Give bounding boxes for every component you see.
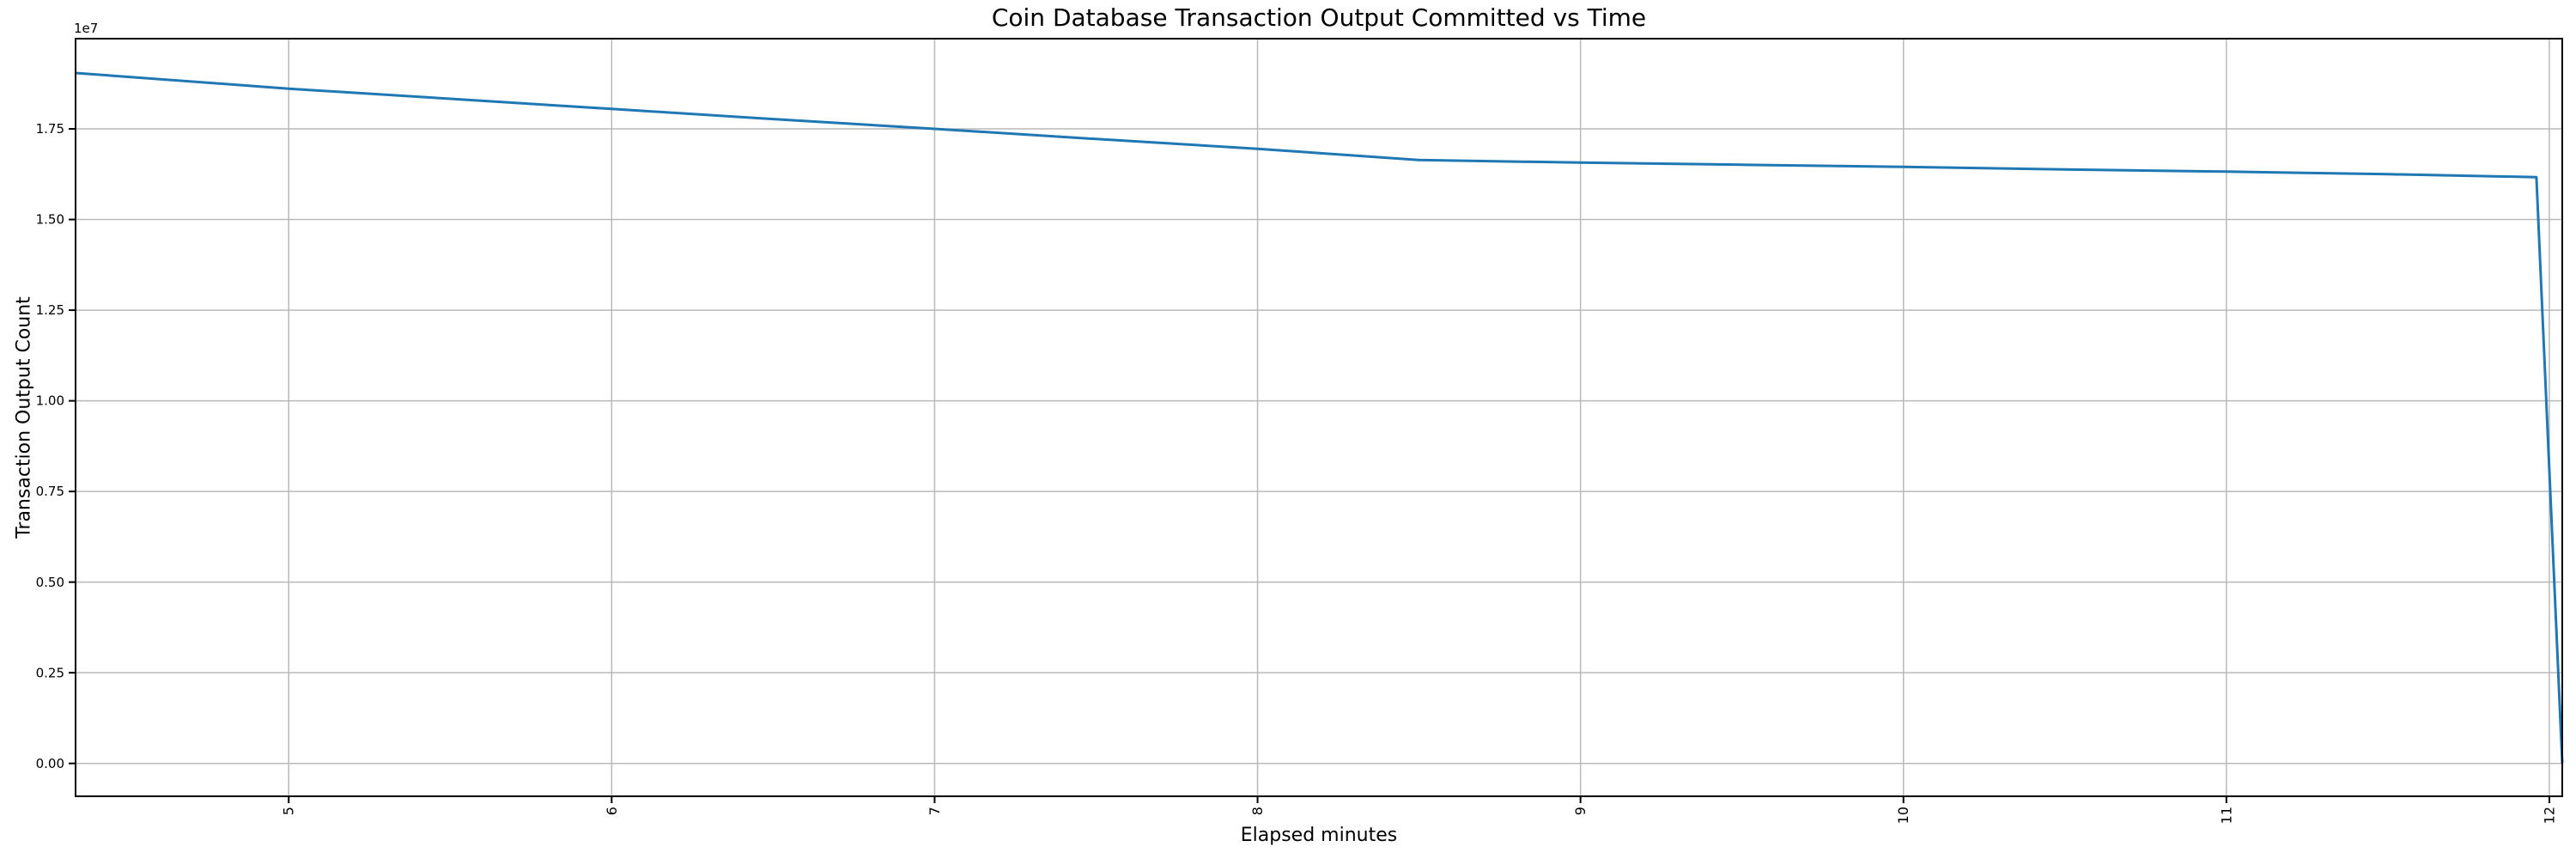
x-axis-label: Elapsed minutes [1240,825,1398,846]
x-tick-label: 8 [1249,807,1266,815]
y-tick-label: 0.50 [36,575,64,590]
y-tick-label: 0.75 [36,484,64,499]
x-tick-label: 5 [281,807,297,815]
x-tick-label: 12 [2541,807,2557,824]
x-tick-label: 7 [927,807,943,815]
y-axis-offset-text: 1e7 [74,21,99,36]
y-tick-label: 0.25 [36,665,64,680]
y-tick-label: 1.25 [36,302,64,318]
x-tick-label: 10 [1895,807,1911,824]
y-tick-label: 1.00 [36,393,64,409]
y-tick-label: 0.00 [36,756,64,771]
data-line-transaction_output_count [75,71,2564,764]
x-tick-label: 11 [2218,807,2234,824]
chart-title: Coin Database Transaction Output Committ… [991,3,1647,32]
x-tick-label: 9 [1572,807,1589,815]
plot-border [75,38,2563,797]
y-tick-label: 1.50 [36,212,64,228]
x-tick-label: 6 [604,807,620,815]
y-tick-label: 1.75 [36,121,64,137]
